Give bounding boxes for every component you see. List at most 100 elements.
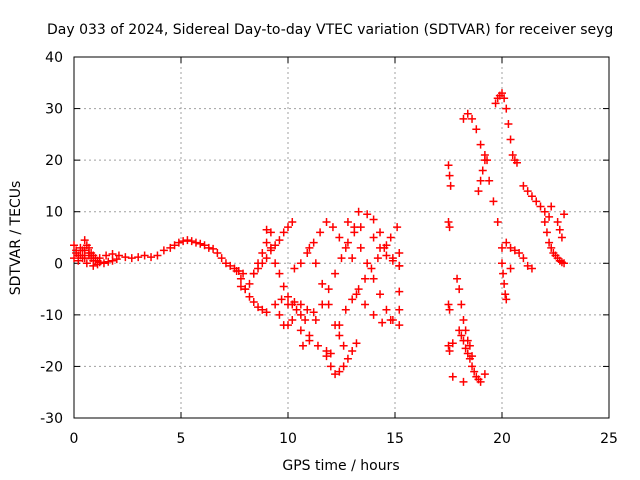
data-point	[395, 305, 404, 314]
series-arc-14-15-mid	[369, 233, 404, 270]
data-point	[296, 259, 305, 268]
data-point	[395, 321, 404, 330]
data-point	[519, 254, 528, 263]
data-point	[84, 243, 93, 252]
series-arc-11-12-down	[305, 243, 348, 350]
data-point	[78, 246, 87, 255]
data-point	[560, 259, 569, 268]
data-point	[444, 161, 453, 170]
data-point	[459, 377, 468, 386]
data-point	[376, 228, 385, 237]
data-point	[324, 285, 333, 294]
data-point	[337, 254, 346, 263]
data-point	[217, 254, 226, 263]
data-point	[376, 290, 385, 299]
series-arc-20-peak	[491, 89, 521, 167]
data-point	[249, 269, 258, 278]
data-point	[498, 243, 506, 252]
data-point	[275, 269, 284, 278]
data-point	[82, 259, 91, 268]
data-point	[499, 269, 508, 278]
data-point	[241, 285, 250, 294]
data-point	[322, 352, 331, 361]
data-point	[254, 303, 263, 312]
data-point	[369, 310, 378, 319]
data-point	[540, 218, 549, 227]
data-point	[536, 202, 545, 211]
data-point	[506, 243, 515, 252]
series-arc-12-13-dip	[322, 339, 361, 379]
data-point	[395, 248, 404, 257]
data-point	[485, 176, 494, 185]
data-point	[339, 362, 348, 371]
data-point	[341, 243, 350, 252]
data-point	[363, 210, 372, 219]
series-arc-17-18-a	[444, 161, 455, 190]
data-point	[547, 243, 556, 252]
data-point	[480, 370, 489, 379]
data-point	[444, 341, 453, 350]
y-axis-title: SDTVAR / TECUs	[8, 181, 24, 296]
data-point	[335, 331, 344, 340]
data-point	[542, 228, 551, 237]
data-point	[476, 140, 485, 149]
data-point	[226, 261, 235, 270]
data-point	[313, 341, 322, 350]
x-tick-label: 0	[70, 431, 79, 447]
data-point	[455, 326, 464, 335]
data-point	[331, 269, 340, 278]
data-point	[258, 259, 267, 268]
data-point	[386, 316, 395, 325]
data-point	[159, 246, 168, 255]
data-point	[354, 207, 363, 216]
data-point	[540, 207, 549, 216]
data-point	[386, 233, 395, 242]
data-point	[373, 254, 382, 263]
data-point	[279, 228, 288, 237]
data-point	[445, 346, 454, 355]
data-point	[191, 238, 200, 247]
data-point	[547, 202, 556, 211]
data-point	[236, 274, 245, 283]
data-point	[545, 238, 554, 247]
series-arc-17-18-c	[444, 300, 454, 314]
data-point	[316, 228, 325, 237]
data-point	[296, 326, 305, 335]
data-point	[74, 256, 83, 265]
data-point	[508, 150, 517, 159]
data-point	[341, 305, 350, 314]
data-point	[463, 109, 472, 118]
data-point	[326, 362, 335, 371]
data-point	[395, 261, 404, 270]
data-point	[480, 150, 489, 159]
y-tick-label: 30	[45, 102, 63, 118]
series-arc-18-19-high	[459, 109, 506, 252]
data-point	[382, 305, 391, 314]
data-point	[221, 259, 230, 268]
data-point	[301, 316, 310, 325]
data-point	[284, 321, 292, 330]
data-point	[453, 274, 462, 283]
chart-title: Day 033 of 2024, Sidereal Day-to-day VTE…	[47, 22, 613, 38]
data-point	[465, 341, 474, 350]
data-point	[262, 225, 271, 234]
data-point	[527, 192, 536, 201]
data-point	[350, 228, 359, 237]
data-point	[127, 254, 136, 263]
series-layer	[70, 89, 569, 386]
data-point	[339, 341, 348, 350]
data-point	[277, 295, 286, 304]
data-point	[245, 279, 254, 288]
data-point	[196, 239, 205, 248]
data-point	[476, 176, 485, 185]
data-point	[102, 251, 111, 260]
data-point	[510, 246, 519, 255]
data-point	[271, 259, 280, 268]
data-point	[457, 331, 466, 340]
data-point	[89, 261, 98, 270]
data-point	[99, 259, 108, 268]
data-point	[369, 215, 378, 224]
data-point	[376, 243, 385, 252]
series-arc-20-down	[498, 259, 511, 304]
y-tick-label: 40	[45, 50, 63, 66]
